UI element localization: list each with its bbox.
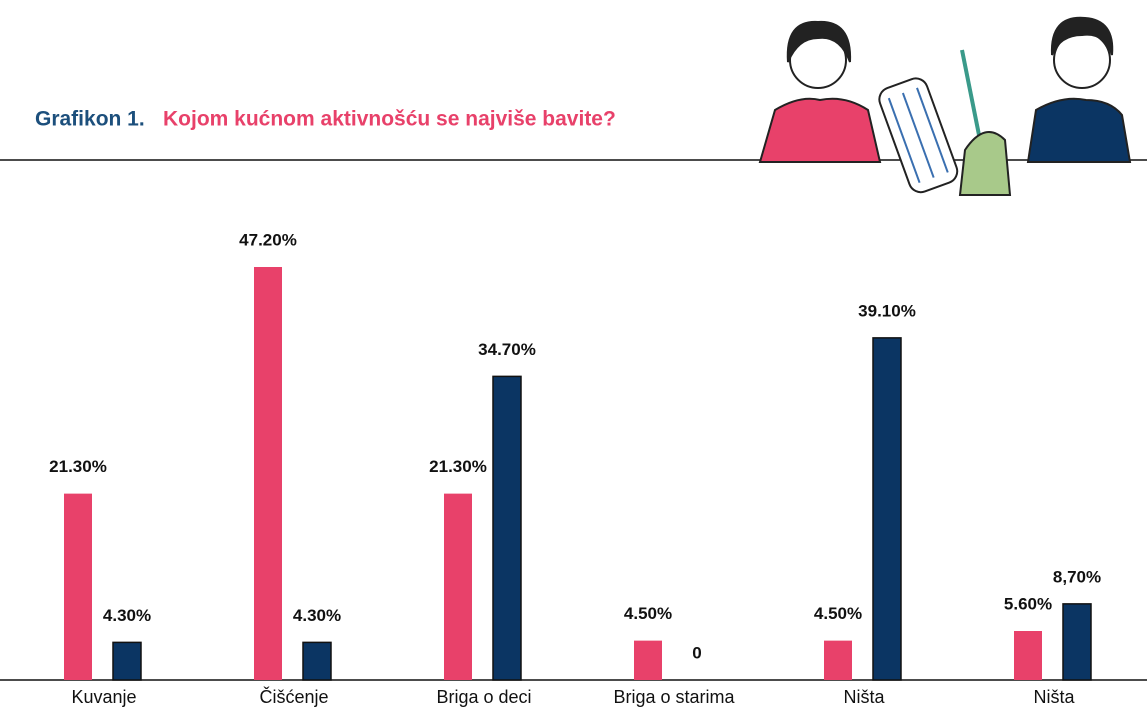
data-label: 8,70% [1053, 567, 1101, 586]
bar [444, 493, 472, 680]
x-tick-label: Briga o starima [613, 687, 735, 707]
illustration [758, 16, 1132, 196]
bar [1014, 631, 1042, 680]
bar [1062, 603, 1092, 681]
data-label: 5.60% [1004, 594, 1052, 613]
bar [492, 375, 522, 681]
x-tick-label: Ništa [843, 687, 885, 707]
x-tick-label: Čišćenje [259, 686, 328, 707]
data-label: 4.30% [293, 606, 341, 625]
data-label: 4.30% [103, 606, 151, 625]
bar [112, 641, 142, 681]
data-label: 34.70% [478, 340, 536, 359]
bar [254, 267, 282, 680]
data-label: 39.10% [858, 301, 916, 320]
data-label: 21.30% [429, 457, 487, 476]
x-tick-label: Briga o deci [436, 687, 531, 707]
data-label: 0 [692, 643, 701, 662]
bar [302, 641, 332, 681]
data-label: 21.30% [49, 457, 107, 476]
bar [64, 493, 92, 680]
chart-title: Kojom kućnom aktivnošću se najviše bavit… [163, 108, 616, 131]
x-tick-label: Kuvanje [71, 687, 136, 707]
data-label: 4.50% [814, 604, 862, 623]
data-label: 47.20% [239, 230, 297, 249]
bar [872, 337, 902, 681]
bar [634, 640, 662, 680]
data-label: 4.50% [624, 604, 672, 623]
x-tick-label: Ništa [1033, 687, 1075, 707]
bar [824, 640, 852, 680]
chart-title-prefix: Grafikon 1. [35, 108, 145, 131]
